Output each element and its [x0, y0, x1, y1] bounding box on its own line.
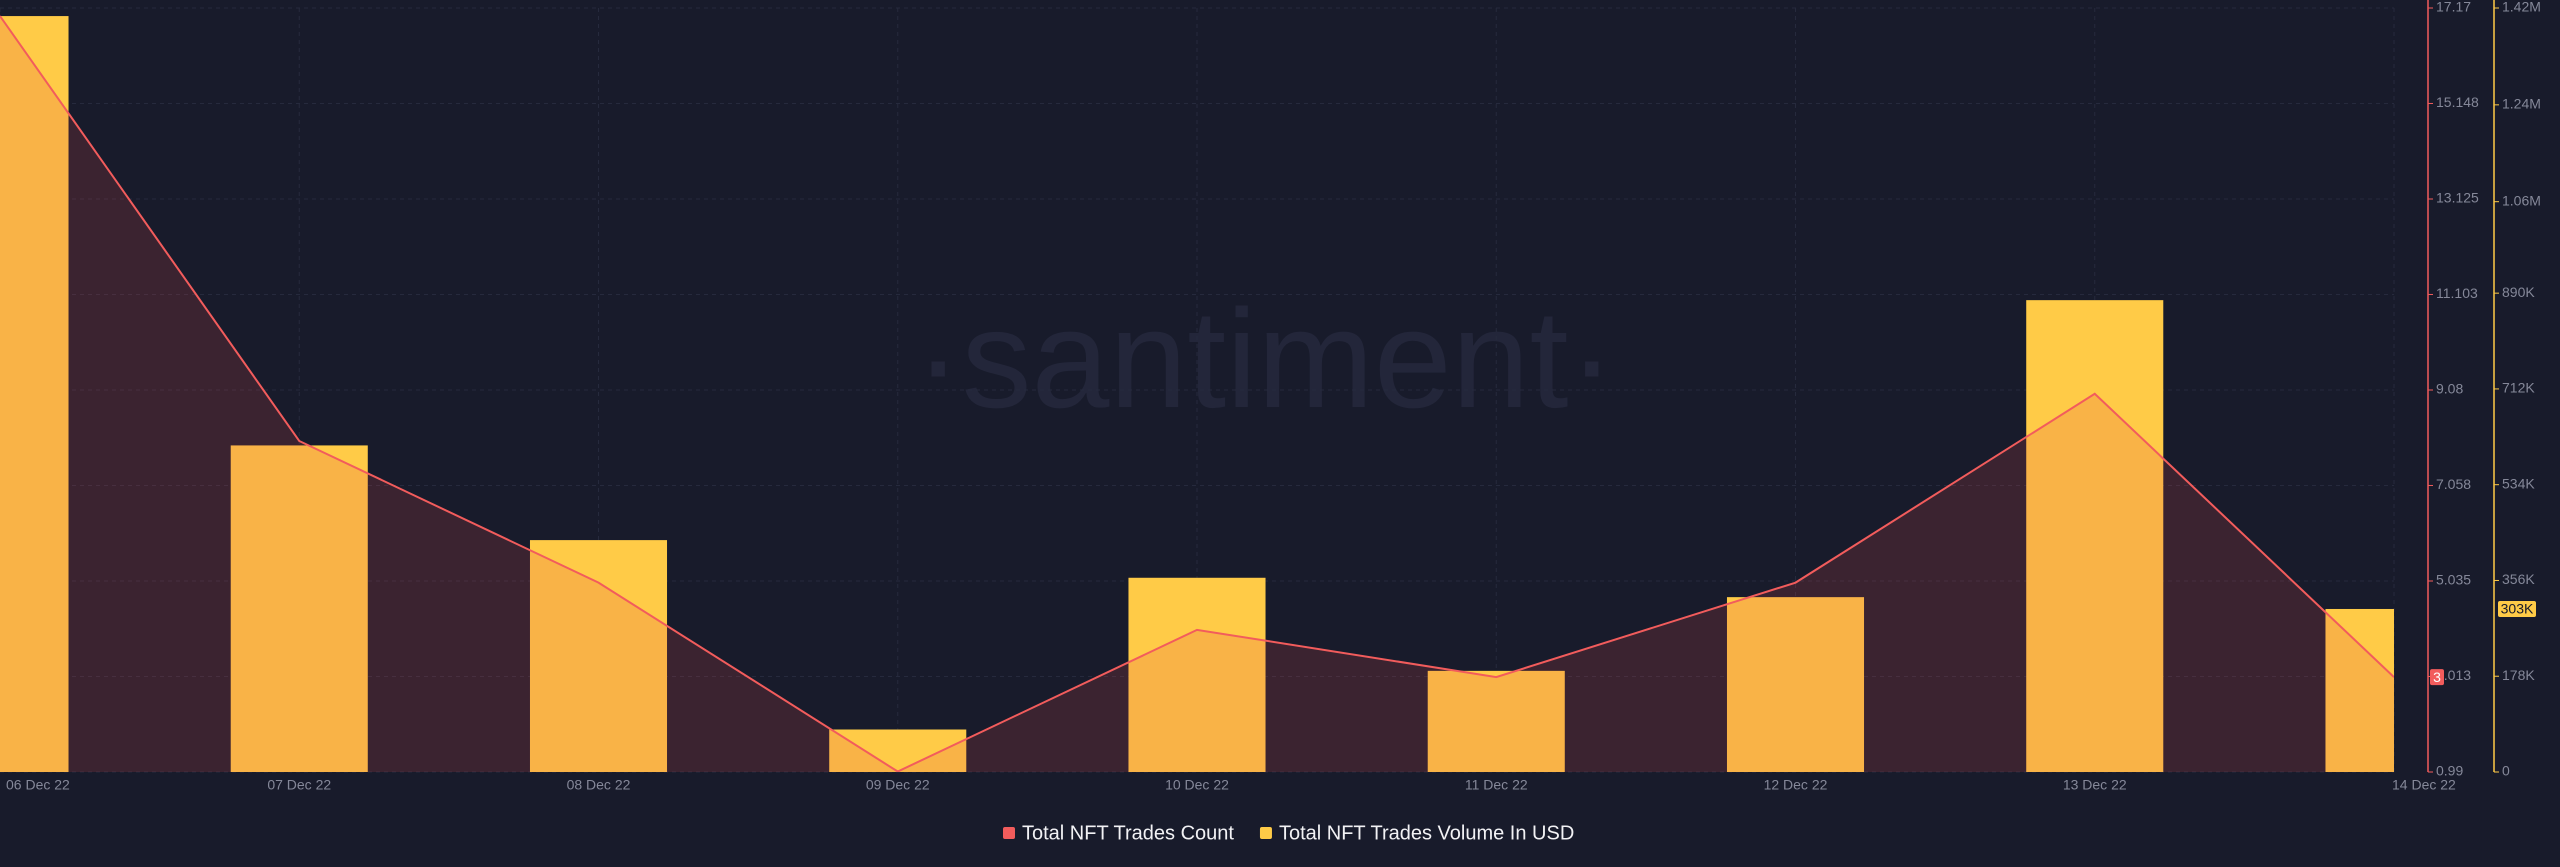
y2-tick-label: 1.42M [2502, 0, 2541, 15]
y2-tick-label: 712K [2502, 380, 2535, 396]
bar [0, 16, 69, 772]
y-tick-label: 11.103 [2436, 285, 2478, 301]
line [0, 15, 2394, 772]
y-tick-label: 0.99 [2436, 763, 2463, 779]
x-tick-label: 07 Dec 22 [267, 777, 331, 793]
bar [1427, 670, 1565, 772]
y2-tick-label: 534K [2502, 475, 2535, 491]
y2-tick-label: 178K [2502, 667, 2535, 683]
legend-swatch [1259, 827, 1272, 839]
x-tick-label: 13 Dec 22 [2063, 777, 2127, 793]
y-tick-label: 5.035 [2436, 572, 2471, 588]
legend-swatch [1003, 827, 1015, 839]
value-badge-label: 3 [2433, 669, 2441, 685]
y2-tick-label: 1.06M [2502, 192, 2541, 208]
x-tick-label: 14 Dec 22 [2392, 777, 2456, 793]
bar [529, 540, 668, 772]
bar [2026, 300, 2164, 772]
legend-label: Total NFT Trades Count [1022, 822, 1234, 844]
x-tick-label: 06 Dec 22 [6, 777, 70, 793]
x-tick-label: 10 Dec 22 [1165, 777, 1229, 793]
x-tick-label: 09 Dec 22 [866, 777, 930, 793]
watermark: ·santiment· [915, 280, 1615, 437]
value-badge-label: 303K [2501, 601, 2534, 617]
x-tick-label: 12 Dec 22 [1764, 777, 1828, 793]
y2-tick-label: 1.24M [2502, 96, 2541, 112]
bar [2325, 608, 2394, 772]
y-tick-label: 7.058 [2436, 476, 2471, 492]
y2-tick-label: 0 [2502, 763, 2510, 779]
y2-tick-label: 356K [2502, 571, 2535, 587]
bar [1726, 597, 1865, 772]
x-tick-label: 11 Dec 22 [1465, 777, 1528, 793]
y-tick-label: 9.08 [2436, 381, 2463, 397]
y-tick-label: 13.125 [2436, 190, 2479, 206]
x-tick-label: 08 Dec 22 [567, 777, 631, 793]
y-tick-label: 15.148 [2436, 94, 2479, 110]
legend-label: Total NFT Trades Volume In USD [1279, 822, 1574, 844]
bar [230, 445, 368, 772]
y-tick-label: 17.17 [2436, 0, 2471, 15]
y-tick-label: 3.013 [2436, 667, 2471, 683]
value-badge [2430, 669, 2444, 686]
plot-area [0, 15, 2394, 772]
y2-tick-label: 890K [2502, 284, 2535, 300]
bar [1128, 577, 1266, 772]
value-badge [2498, 600, 2536, 617]
